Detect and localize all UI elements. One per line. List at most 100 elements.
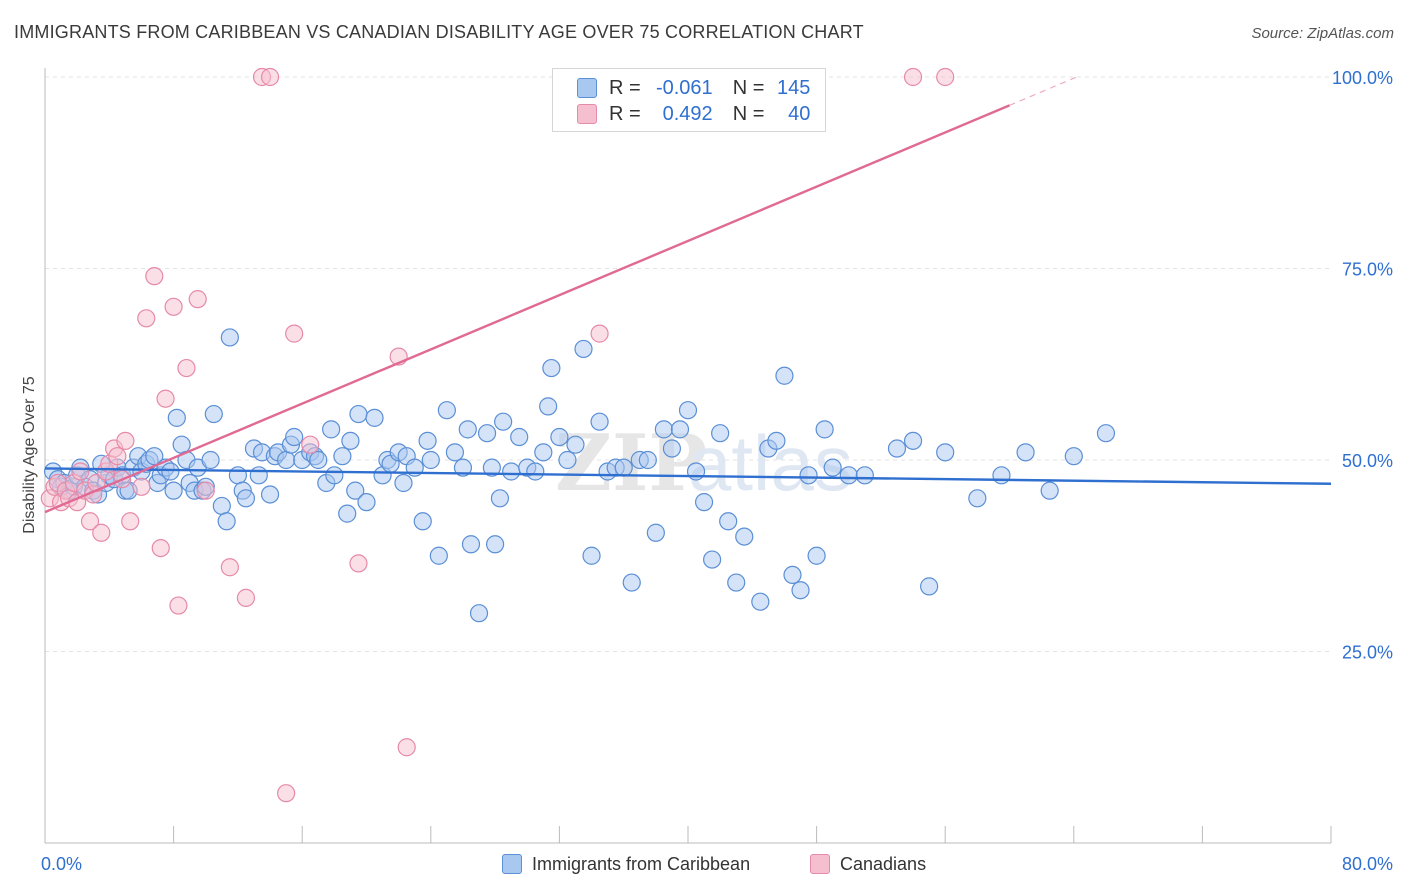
data-point bbox=[719, 512, 738, 531]
data-point bbox=[137, 309, 156, 328]
data-point bbox=[638, 450, 657, 470]
tick-labels: 25.0% 50.0% 75.0% 100.0% 0.0% 80.0% bbox=[41, 68, 1393, 874]
data-point bbox=[301, 435, 320, 454]
legend-n-value: 145 bbox=[777, 76, 811, 99]
data-point bbox=[357, 493, 376, 512]
data-point bbox=[151, 538, 170, 558]
data-point bbox=[574, 339, 593, 359]
data-point bbox=[167, 408, 186, 427]
data-point bbox=[735, 527, 754, 546]
data-point bbox=[622, 573, 641, 592]
data-point bbox=[767, 431, 786, 450]
data-point bbox=[678, 401, 698, 420]
data-point bbox=[156, 389, 175, 408]
source-credit: Source: ZipAtlas.com bbox=[1251, 25, 1394, 42]
data-point bbox=[201, 450, 220, 470]
data-point bbox=[277, 784, 296, 803]
data-point bbox=[325, 466, 344, 485]
data-point bbox=[494, 412, 513, 431]
data-point bbox=[249, 466, 268, 485]
legend-r-label: R = bbox=[609, 76, 641, 99]
data-point bbox=[196, 481, 215, 500]
data-point bbox=[285, 324, 304, 343]
data-point bbox=[212, 496, 231, 516]
x-tick-label: 0.0% bbox=[41, 854, 82, 874]
y-tick-label: 100.0% bbox=[1332, 68, 1393, 88]
data-point bbox=[903, 67, 923, 87]
data-point bbox=[349, 404, 368, 424]
data-point bbox=[646, 523, 665, 542]
y-tick-label: 25.0% bbox=[1342, 643, 1393, 663]
data-point bbox=[260, 67, 280, 87]
data-point bbox=[920, 577, 939, 596]
data-point bbox=[510, 427, 529, 447]
data-point bbox=[582, 546, 601, 565]
trend-line-canadians bbox=[44, 104, 1010, 514]
data-point bbox=[177, 358, 196, 378]
bottom-legend-canadians: Canadians bbox=[810, 852, 926, 876]
data-point bbox=[751, 592, 770, 611]
x-tick-label: 80.0% bbox=[1342, 854, 1393, 874]
data-point bbox=[429, 546, 448, 565]
data-point bbox=[469, 604, 489, 623]
data-point bbox=[992, 466, 1011, 485]
data-point bbox=[220, 328, 239, 347]
data-point bbox=[482, 458, 501, 477]
data-point bbox=[936, 67, 955, 87]
data-point bbox=[1016, 443, 1035, 462]
data-point bbox=[936, 443, 955, 462]
data-point bbox=[486, 535, 505, 554]
bottom-legend-swatch-blue bbox=[502, 854, 522, 874]
data-point bbox=[164, 297, 183, 316]
data-point bbox=[477, 424, 497, 443]
data-point bbox=[80, 512, 100, 531]
data-point bbox=[285, 427, 304, 447]
data-point bbox=[71, 462, 90, 481]
data-point bbox=[132, 477, 151, 496]
data-point bbox=[887, 439, 907, 458]
data-point bbox=[502, 462, 521, 481]
data-point bbox=[333, 447, 352, 466]
legend-swatch-pink bbox=[577, 104, 597, 124]
data-point bbox=[807, 546, 826, 565]
data-point bbox=[236, 588, 256, 607]
data-point bbox=[204, 404, 223, 424]
data-point bbox=[815, 420, 834, 439]
legend-r-value: -0.061 bbox=[655, 76, 713, 99]
data-point bbox=[1040, 481, 1059, 500]
data-point bbox=[703, 550, 722, 569]
y-axis-label: Disability Age Over 75 bbox=[21, 376, 38, 534]
data-point bbox=[590, 412, 609, 431]
legend-n-label: N = bbox=[732, 76, 765, 99]
data-point bbox=[145, 447, 164, 466]
data-point bbox=[670, 420, 690, 439]
data-point bbox=[839, 466, 858, 485]
data-point bbox=[968, 489, 987, 508]
data-point bbox=[349, 554, 368, 573]
data-point bbox=[453, 458, 473, 477]
data-point bbox=[217, 512, 236, 531]
trend-lines bbox=[44, 76, 1332, 514]
y-tick-label: 50.0% bbox=[1342, 451, 1393, 471]
data-point bbox=[365, 408, 384, 427]
data-point bbox=[413, 512, 432, 531]
data-point bbox=[108, 447, 127, 466]
chart-title: IMMIGRANTS FROM CARIBBEAN VS CANADIAN DI… bbox=[14, 22, 864, 42]
legend-n-value: 40 bbox=[788, 102, 811, 125]
data-point bbox=[539, 397, 558, 416]
data-point bbox=[558, 450, 577, 470]
data-point bbox=[188, 290, 207, 309]
data-point bbox=[341, 431, 360, 450]
stats-legend: R = -0.061 N = 145 R = 0.492 N = 40 bbox=[552, 68, 826, 132]
data-point bbox=[694, 493, 714, 512]
data-point bbox=[799, 466, 818, 485]
data-point bbox=[775, 366, 794, 385]
series-canadians-points bbox=[40, 67, 955, 803]
data-point bbox=[526, 462, 545, 481]
trend-line-canadians-extrapolated bbox=[1009, 76, 1077, 106]
axes bbox=[44, 68, 1332, 844]
data-point bbox=[550, 427, 569, 447]
data-point bbox=[145, 267, 164, 286]
legend-r-value: 0.492 bbox=[662, 102, 713, 125]
